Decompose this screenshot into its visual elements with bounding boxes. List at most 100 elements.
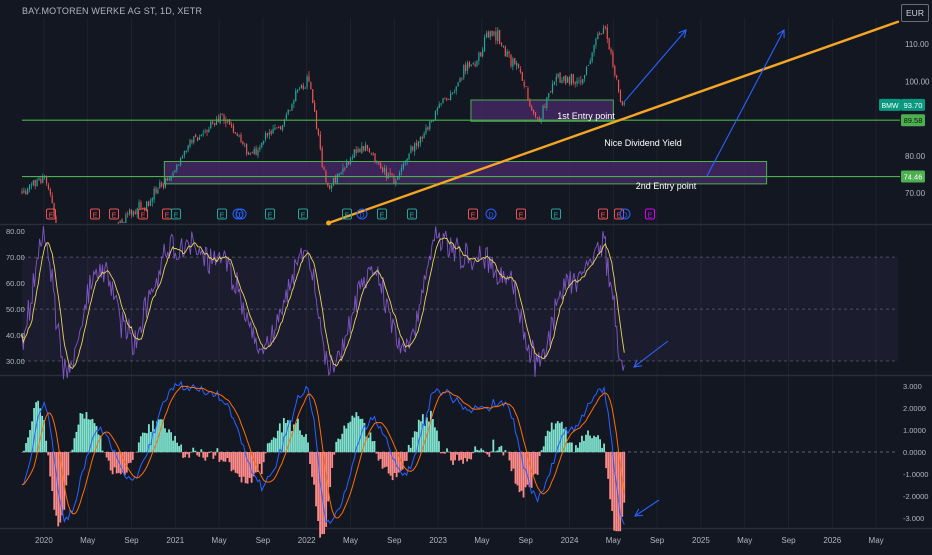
candle-body xyxy=(308,76,309,81)
earnings-marker: E xyxy=(172,209,181,220)
candle-body xyxy=(157,190,158,194)
candle-body xyxy=(120,221,121,223)
candle-body xyxy=(552,84,553,92)
macd-histogram-bar xyxy=(488,452,490,457)
macd-histogram-bar xyxy=(468,452,470,459)
candle-body xyxy=(237,134,238,136)
macd-histogram-bar xyxy=(333,452,335,455)
level-badge-text: 89.58 xyxy=(904,116,923,125)
macd-tick-label: 3.000 xyxy=(903,382,922,391)
macd-histogram-bar xyxy=(438,441,440,452)
macd-histogram-bar xyxy=(315,452,317,506)
candle-body xyxy=(456,86,457,91)
macd-histogram-bar xyxy=(231,452,233,471)
candle-body xyxy=(131,209,132,215)
candle-body xyxy=(561,80,562,82)
candle-body xyxy=(518,64,519,69)
macd-histogram-bar xyxy=(112,452,114,474)
macd-tick-label: -1.0000 xyxy=(903,470,928,479)
currency-button[interactable]: EUR xyxy=(901,4,929,22)
candle-body xyxy=(558,74,559,77)
macd-histogram-bar xyxy=(186,452,188,454)
price-tick-label: 80.00 xyxy=(905,152,926,161)
macd-tick-label: 2.0000 xyxy=(903,404,926,413)
macd-histogram-bar xyxy=(440,452,442,453)
macd-histogram-bar xyxy=(533,452,535,475)
macd-histogram-bar xyxy=(589,436,591,453)
candle-body xyxy=(510,54,511,66)
candle-body xyxy=(348,162,349,164)
macd-histogram-bar xyxy=(325,452,327,527)
candle-body xyxy=(169,179,170,180)
chart-annotation: 2nd Entry point xyxy=(636,181,697,191)
candle-body xyxy=(359,149,360,152)
time-axis-label: May xyxy=(80,536,95,545)
candle-body xyxy=(424,133,425,138)
macd-histogram-bar xyxy=(587,430,589,452)
candle-body xyxy=(374,153,375,162)
candle-body xyxy=(197,138,198,141)
earnings-marker: E xyxy=(378,209,387,220)
candle-body xyxy=(310,82,311,89)
earnings-marker: E xyxy=(299,209,308,220)
candle-body xyxy=(46,177,47,183)
macd-histogram-bar xyxy=(259,452,261,464)
candle-body xyxy=(391,174,392,175)
macd-histogram-bar xyxy=(494,451,496,452)
macd-histogram-bar xyxy=(243,452,245,477)
macd-histogram-bar xyxy=(223,452,225,461)
candle-body xyxy=(556,76,557,81)
candle-body xyxy=(137,208,138,214)
candle-body xyxy=(180,158,181,165)
candle-body xyxy=(450,94,451,101)
candle-body xyxy=(480,52,481,56)
macd-histogram-bar xyxy=(458,452,460,461)
candle-body xyxy=(154,189,155,200)
candle-body xyxy=(501,43,502,45)
candle-body xyxy=(280,127,281,130)
macd-histogram-bar xyxy=(178,446,180,452)
macd-histogram-bar xyxy=(45,441,47,453)
macd-histogram-bar xyxy=(593,436,595,453)
macd-histogram-bar xyxy=(311,452,313,477)
candle-body xyxy=(390,173,391,174)
candle-body xyxy=(446,99,447,100)
candle-body xyxy=(206,130,207,131)
marker-label: E xyxy=(141,213,146,220)
macd-histogram-bar xyxy=(357,416,359,452)
candle-body xyxy=(599,34,600,35)
time-axis-label: 2025 xyxy=(692,536,710,545)
macd-histogram-bar xyxy=(208,452,210,453)
candle-body xyxy=(138,202,139,209)
candle-body xyxy=(233,126,234,133)
macd-histogram-bar xyxy=(486,452,488,454)
macd-histogram-bar xyxy=(247,452,249,484)
candle-body xyxy=(306,76,307,87)
macd-histogram-bar xyxy=(408,445,410,452)
marker-label: E xyxy=(220,213,225,220)
macd-histogram-bar xyxy=(374,441,376,452)
candle-body xyxy=(127,213,128,214)
candle-body xyxy=(535,112,536,116)
macd-histogram-bar xyxy=(549,432,551,453)
macd-histogram-bar xyxy=(406,452,408,461)
candle-body xyxy=(486,33,487,37)
candle-body xyxy=(454,92,455,93)
chart-annotation: 1st Entry point xyxy=(557,111,615,121)
candle-body xyxy=(354,149,355,157)
macd-histogram-bar xyxy=(188,452,190,458)
marker-label: E xyxy=(519,213,524,220)
candle-body xyxy=(444,98,445,99)
candle-body xyxy=(222,114,223,115)
macd-histogram-bar xyxy=(216,448,218,452)
macd-histogram-bar xyxy=(380,452,382,459)
candle-body xyxy=(388,174,389,179)
candle-body xyxy=(333,178,334,185)
macd-histogram-bar xyxy=(51,452,53,491)
macd-histogram-bar xyxy=(82,414,84,453)
marker-label: E xyxy=(93,213,98,220)
candle-body xyxy=(461,78,462,79)
macd-histogram-bar xyxy=(382,452,384,469)
